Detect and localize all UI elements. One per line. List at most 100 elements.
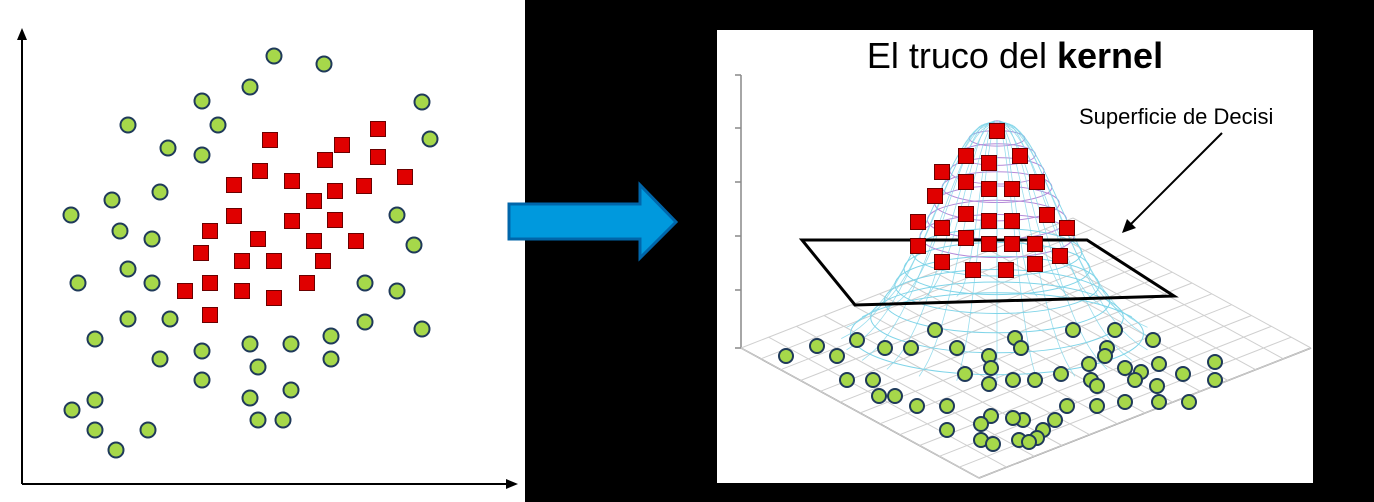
red-point bbox=[958, 148, 974, 164]
green-point bbox=[388, 282, 406, 300]
red-point bbox=[1059, 220, 1075, 236]
red-point bbox=[1052, 248, 1068, 264]
right-panel: El truco del kernel Superficie de Decisi bbox=[717, 30, 1313, 483]
green-point bbox=[282, 381, 300, 399]
red-point bbox=[356, 178, 372, 194]
mesh-meridian bbox=[997, 120, 1038, 297]
red-point bbox=[998, 262, 1014, 278]
green-point bbox=[1151, 394, 1167, 410]
green-point bbox=[421, 130, 439, 148]
axes bbox=[17, 28, 518, 489]
red-point bbox=[202, 275, 218, 291]
red-point bbox=[934, 254, 950, 270]
green-point bbox=[778, 348, 794, 364]
green-point bbox=[1149, 378, 1165, 394]
green-point bbox=[405, 236, 423, 254]
green-point bbox=[877, 340, 893, 356]
red-point bbox=[315, 253, 331, 269]
green-point bbox=[1151, 356, 1167, 372]
green-point bbox=[849, 332, 865, 348]
surface-mesh bbox=[841, 120, 1153, 383]
scatter-2d bbox=[17, 28, 518, 489]
green-point bbox=[119, 260, 137, 278]
green-point bbox=[1117, 394, 1133, 410]
green-point bbox=[63, 401, 81, 419]
red-point bbox=[262, 132, 278, 148]
red-point bbox=[327, 183, 343, 199]
red-point bbox=[370, 149, 386, 165]
green-point bbox=[241, 335, 259, 353]
green-point bbox=[909, 398, 925, 414]
green-point bbox=[86, 330, 104, 348]
green-point bbox=[86, 391, 104, 409]
annotation-line bbox=[1126, 132, 1223, 229]
green-point bbox=[981, 376, 997, 392]
green-point bbox=[949, 340, 965, 356]
red-point bbox=[317, 152, 333, 168]
green-point bbox=[103, 191, 121, 209]
green-point bbox=[241, 78, 259, 96]
green-point bbox=[839, 372, 855, 388]
red-point bbox=[1004, 213, 1020, 229]
green-point bbox=[69, 274, 87, 292]
red-point bbox=[234, 253, 250, 269]
z-ticks bbox=[735, 74, 741, 349]
green-point bbox=[903, 340, 919, 356]
red-point bbox=[252, 163, 268, 179]
green-point bbox=[1021, 434, 1037, 450]
green-point bbox=[62, 206, 80, 224]
title-bold-text: kernel bbox=[1057, 35, 1164, 76]
green-point bbox=[315, 55, 333, 73]
green-point bbox=[1081, 356, 1097, 372]
kernel-3d-plot bbox=[735, 74, 1312, 479]
green-point bbox=[322, 327, 340, 345]
green-point bbox=[887, 388, 903, 404]
floor-grid-line bbox=[962, 260, 1201, 392]
green-point bbox=[274, 411, 292, 429]
green-point bbox=[927, 322, 943, 338]
red-point bbox=[299, 275, 315, 291]
red-point bbox=[989, 123, 1005, 139]
green-point bbox=[139, 421, 157, 439]
red-point bbox=[284, 173, 300, 189]
annotation-arrowhead-icon bbox=[1122, 219, 1136, 233]
green-point bbox=[241, 389, 259, 407]
green-point bbox=[356, 313, 374, 331]
green-point bbox=[1013, 340, 1029, 356]
red-point bbox=[226, 208, 242, 224]
green-point bbox=[1005, 372, 1021, 388]
red-point bbox=[193, 245, 209, 261]
mesh-meridian bbox=[886, 122, 995, 370]
floor-grid-line bbox=[1045, 228, 1284, 360]
red-point bbox=[202, 307, 218, 323]
green-point bbox=[1145, 332, 1161, 348]
green-point bbox=[143, 274, 161, 292]
green-point bbox=[809, 338, 825, 354]
green-point bbox=[151, 350, 169, 368]
red-point bbox=[1004, 181, 1020, 197]
red-point bbox=[1027, 236, 1043, 252]
red-point bbox=[370, 121, 386, 137]
green-point bbox=[282, 335, 300, 353]
title-text: El truco del bbox=[866, 35, 1057, 76]
red-point bbox=[1004, 236, 1020, 252]
green-points-3d bbox=[778, 322, 1223, 452]
green-point bbox=[249, 358, 267, 376]
red-point bbox=[177, 283, 193, 299]
green-points bbox=[62, 47, 439, 459]
red-point bbox=[226, 177, 242, 193]
green-point bbox=[249, 411, 267, 429]
red-point bbox=[934, 220, 950, 236]
green-point bbox=[143, 230, 161, 248]
green-point bbox=[1047, 412, 1063, 428]
green-point bbox=[1181, 394, 1197, 410]
red-point bbox=[958, 174, 974, 190]
red-point bbox=[1012, 148, 1028, 164]
red-point bbox=[981, 181, 997, 197]
green-point bbox=[1059, 398, 1075, 414]
red-point bbox=[1027, 256, 1043, 272]
red-point bbox=[927, 188, 943, 204]
red-points bbox=[177, 121, 413, 323]
red-points-3d bbox=[910, 123, 1075, 278]
green-point bbox=[983, 360, 999, 376]
